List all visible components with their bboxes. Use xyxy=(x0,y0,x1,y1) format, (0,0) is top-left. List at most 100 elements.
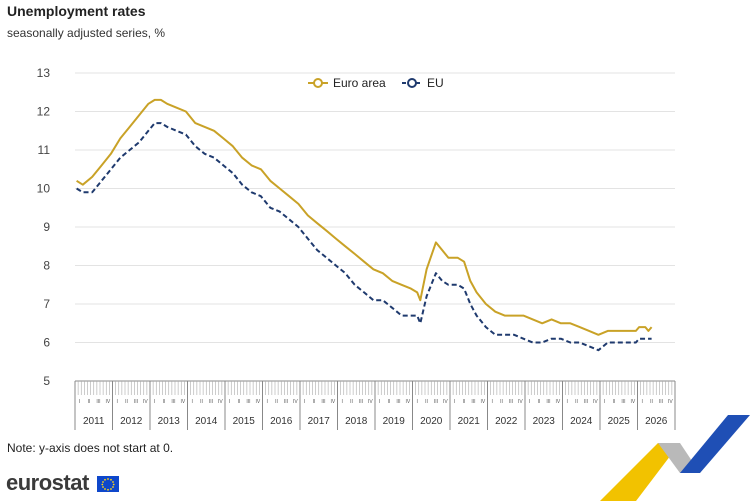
quarter-label: II xyxy=(350,399,353,405)
quarter-label: IV xyxy=(218,399,223,405)
quarter-label: I xyxy=(116,399,117,405)
year-label-2024: 2024 xyxy=(570,416,593,427)
chart-title: Unemployment rates xyxy=(7,3,146,19)
quarter-label: IV xyxy=(555,399,560,405)
quarter-label: III xyxy=(171,399,175,405)
quarter-label: II xyxy=(500,399,503,405)
quarter-label: I xyxy=(416,399,417,405)
quarter-label: I xyxy=(341,399,342,405)
quarter-label: I xyxy=(604,399,605,405)
year-label-2014: 2014 xyxy=(195,416,218,427)
quarter-label: III xyxy=(209,399,213,405)
year-label-2025: 2025 xyxy=(608,416,631,427)
series-line-euro-area xyxy=(76,98,653,336)
quarter-label: III xyxy=(134,399,138,405)
quarter-label: II xyxy=(125,399,128,405)
legend-marker xyxy=(407,78,417,88)
quarter-label: II xyxy=(88,399,91,405)
quarter-label: II xyxy=(650,399,653,405)
year-label-2011: 2011 xyxy=(83,416,105,427)
quarter-label: IV xyxy=(143,399,148,405)
quarter-label: I xyxy=(641,399,642,405)
quarter-label: IV xyxy=(630,399,635,405)
quarter-label: I xyxy=(266,399,267,405)
quarter-label: IV xyxy=(255,399,260,405)
year-label-2023: 2023 xyxy=(533,416,556,427)
y-tick-label: 12 xyxy=(37,105,51,119)
quarter-label: II xyxy=(388,399,391,405)
y-tick-label: 6 xyxy=(43,336,50,350)
quarter-label: I xyxy=(229,399,230,405)
quarter-label: III xyxy=(546,399,550,405)
legend-marker xyxy=(313,78,323,88)
y-tick-label: 9 xyxy=(43,220,50,234)
quarter-label: III xyxy=(471,399,475,405)
quarter-label: IV xyxy=(330,399,335,405)
quarter-label: IV xyxy=(668,399,673,405)
quarter-label: III xyxy=(509,399,513,405)
year-label-2016: 2016 xyxy=(270,416,293,427)
quarter-label: II xyxy=(613,399,616,405)
quarter-label: I xyxy=(191,399,192,405)
year-label-2020: 2020 xyxy=(420,416,443,427)
quarter-label: II xyxy=(163,399,166,405)
quarter-label: II xyxy=(200,399,203,405)
quarter-label: IV xyxy=(480,399,485,405)
legend-label: Euro area xyxy=(333,76,386,90)
quarter-label: III xyxy=(96,399,100,405)
series-line-eu xyxy=(76,122,652,352)
year-label-2019: 2019 xyxy=(383,416,406,427)
quarter-label: IV xyxy=(518,399,523,405)
quarter-label: IV xyxy=(405,399,410,405)
quarter-label: I xyxy=(379,399,380,405)
quarter-label: II xyxy=(575,399,578,405)
year-label-2026: 2026 xyxy=(645,416,668,427)
eu-flag-icon xyxy=(97,476,119,492)
legend-label: EU xyxy=(427,76,444,90)
quarter-label: IV xyxy=(368,399,373,405)
quarter-label: I xyxy=(79,399,80,405)
quarter-label: II xyxy=(538,399,541,405)
quarter-label: II xyxy=(238,399,241,405)
year-label-2021: 2021 xyxy=(458,416,481,427)
quarter-label: III xyxy=(321,399,325,405)
quarter-label: III xyxy=(584,399,588,405)
quarter-label: III xyxy=(284,399,288,405)
quarter-label: IV xyxy=(293,399,298,405)
year-label-2017: 2017 xyxy=(308,416,331,427)
quarter-label: II xyxy=(463,399,466,405)
quarter-label: III xyxy=(434,399,438,405)
quarter-label: III xyxy=(621,399,625,405)
decorative-ribbon-graphic xyxy=(600,415,750,501)
quarter-label: I xyxy=(454,399,455,405)
quarter-label: III xyxy=(659,399,663,405)
quarter-label: IV xyxy=(105,399,110,405)
year-label-2012: 2012 xyxy=(120,416,143,427)
year-label-2022: 2022 xyxy=(495,416,518,427)
quarter-label: IV xyxy=(180,399,185,405)
year-label-2018: 2018 xyxy=(345,416,368,427)
y-tick-label: 10 xyxy=(37,182,51,196)
year-label-2013: 2013 xyxy=(158,416,181,427)
quarter-label: III xyxy=(246,399,250,405)
y-tick-label: 5 xyxy=(43,374,50,388)
quarter-label: I xyxy=(491,399,492,405)
quarter-label: IV xyxy=(443,399,448,405)
y-tick-label: 13 xyxy=(37,66,51,80)
y-tick-label: 7 xyxy=(43,297,50,311)
quarter-label: II xyxy=(425,399,428,405)
y-tick-label: 8 xyxy=(43,259,50,273)
y-tick-label: 11 xyxy=(38,143,51,157)
quarter-label: IV xyxy=(593,399,598,405)
quarter-label: I xyxy=(529,399,530,405)
chart-subtitle: seasonally adjusted series, % xyxy=(7,26,166,40)
quarter-label: II xyxy=(275,399,278,405)
year-label-2015: 2015 xyxy=(233,416,256,427)
quarter-label: II xyxy=(313,399,316,405)
quarter-label: III xyxy=(396,399,400,405)
eurostat-logo: eurostat xyxy=(6,470,89,495)
quarter-label: III xyxy=(359,399,363,405)
chart-note: Note: y-axis does not start at 0. xyxy=(7,441,174,455)
quarter-label: I xyxy=(304,399,305,405)
